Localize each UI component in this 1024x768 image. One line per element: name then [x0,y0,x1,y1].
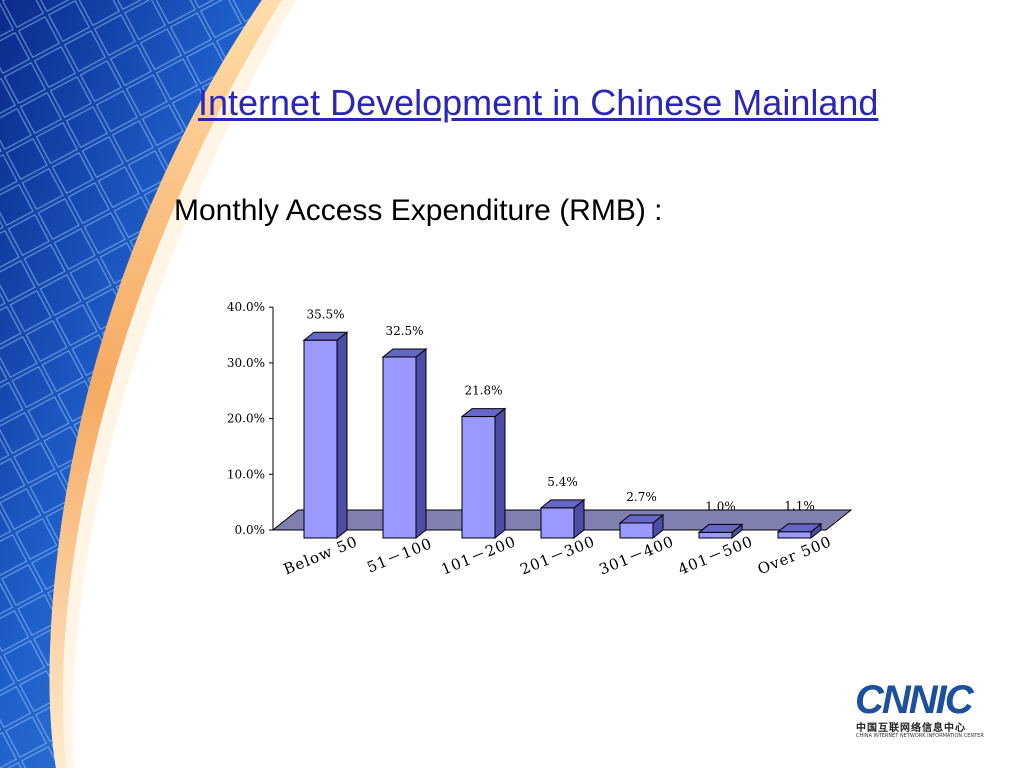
category-label: Over 500 [755,532,834,578]
data-label: 2.7% [626,490,657,504]
data-label: 1.1% [784,499,815,513]
bar [697,523,744,540]
y-tick-label: 40.0% [227,300,265,314]
bar [618,513,665,540]
bar [381,347,428,540]
y-tick-label: 10.0% [227,467,265,481]
bar-front [540,507,575,539]
bar-front [461,416,496,539]
cnnic-logo: CNNIC 中国互联网络信息中心 CHINA INTERNET NETWORK … [855,680,1000,745]
bar-front [619,522,654,539]
bar-front [777,531,812,539]
data-label: 1.0% [705,499,736,513]
data-label: 21.8% [464,384,502,398]
bar-side [336,331,348,540]
slide-title: Internet Development in Chinese Mainland [198,82,879,123]
y-tick-label: 0.0% [235,523,266,537]
bar-front [382,356,417,539]
logo-wordmark: CNNIC [855,678,974,722]
data-label: 35.5% [306,307,344,321]
logo-chinese-name: 中国互联网络信息中心 [856,723,966,734]
category-label: 401－500 [676,532,756,578]
category-label: Below 50 [281,532,360,578]
bar [539,498,586,540]
chart-subtitle: Monthly Access Expenditure (RMB) : [174,194,663,227]
bar [460,407,507,540]
bar-side [494,407,506,540]
y-tick-label: 20.0% [227,412,265,426]
bar-side [415,347,427,540]
bar [302,331,349,540]
bar-front [698,531,733,539]
data-label: 5.4% [547,475,578,489]
y-tick-label: 30.0% [227,356,265,370]
bar-front [303,339,338,539]
category-label: 101－200 [439,532,519,578]
bar [776,522,823,540]
data-label: 32.5% [385,324,423,338]
category-label: 51－100 [364,534,434,576]
category-label: 301－400 [597,532,677,578]
category-label: 201－300 [518,532,598,578]
logo-english-name: CHINA INTERNET NETWORK INFORMATION CENTE… [856,733,984,739]
